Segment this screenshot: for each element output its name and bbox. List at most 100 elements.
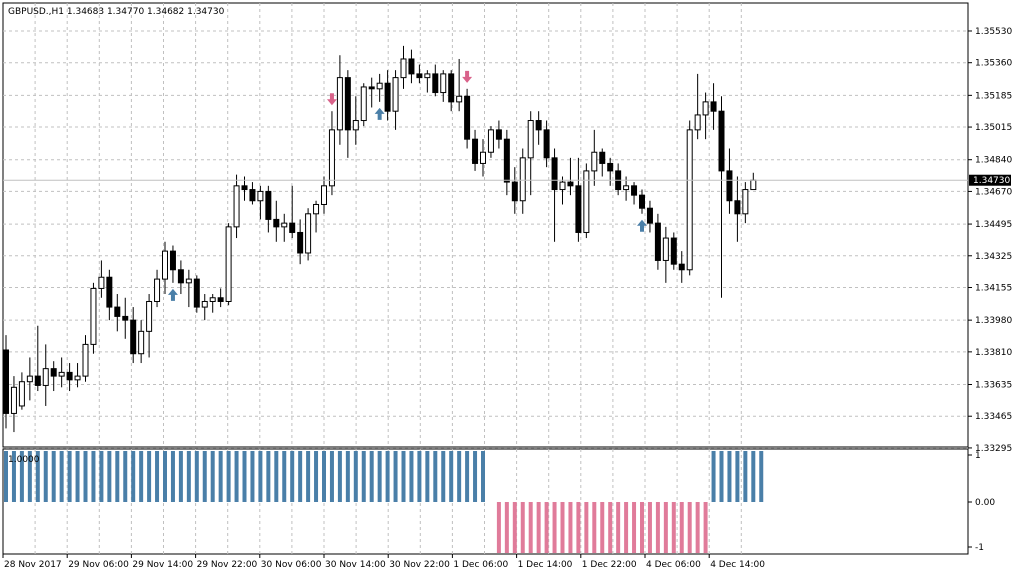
candle-body xyxy=(249,189,256,202)
time-tick-label: 1 Dec 22:00 xyxy=(582,560,637,570)
price-tick-label: 1.33295 xyxy=(975,444,1012,454)
indicator-bar xyxy=(226,451,231,502)
candle xyxy=(487,126,494,158)
indicator-bar xyxy=(67,451,72,502)
indicator-bar xyxy=(751,451,756,502)
candle-body xyxy=(432,73,439,94)
candle xyxy=(511,167,518,214)
candle-body xyxy=(114,306,121,317)
indicator-bar xyxy=(369,451,374,502)
candle xyxy=(50,361,57,392)
candle xyxy=(297,219,304,265)
candle xyxy=(169,245,176,283)
candle-body xyxy=(559,181,566,191)
candle xyxy=(193,275,200,313)
indicator-bar xyxy=(449,451,454,502)
indicator-bar xyxy=(385,451,390,502)
candle-body xyxy=(138,330,145,355)
candle-body xyxy=(74,375,81,381)
candle xyxy=(686,120,693,276)
candle-body xyxy=(718,110,725,172)
candle xyxy=(352,96,359,145)
candle-body xyxy=(384,82,391,112)
indicator-bar xyxy=(19,451,24,502)
price-panel xyxy=(2,2,969,448)
candle-body xyxy=(241,185,248,191)
candle-body xyxy=(495,129,502,140)
candle xyxy=(551,148,558,242)
candle xyxy=(448,70,455,112)
indicator-bar xyxy=(147,451,152,502)
indicator-bar xyxy=(35,451,40,502)
indicator-bar xyxy=(155,451,160,502)
indicator-bar xyxy=(647,502,652,553)
indicator-bar xyxy=(250,451,255,502)
indicator-bar xyxy=(663,502,668,553)
candle xyxy=(376,73,383,102)
candle xyxy=(591,129,598,186)
candle xyxy=(114,294,121,332)
candle xyxy=(201,294,208,321)
price-tick-label: 1.35185 xyxy=(975,91,1012,101)
indicator-bar xyxy=(99,451,104,502)
candle xyxy=(480,139,486,177)
indicator-bar xyxy=(417,451,422,502)
candle-body xyxy=(646,207,653,224)
candle-body xyxy=(710,101,717,112)
candle xyxy=(368,77,375,108)
indicator-bar xyxy=(592,502,597,553)
candle-body xyxy=(82,343,89,377)
candle-body xyxy=(209,297,216,302)
candle xyxy=(26,357,33,401)
time-tick-label: 30 Nov 14:00 xyxy=(325,560,386,570)
indicator-bar xyxy=(170,451,175,502)
candle-body xyxy=(50,368,57,377)
symbol-line: GBPUSD.,H1 1.34683 1.34770 1.34682 1.347… xyxy=(8,7,225,17)
signal-down-arrow xyxy=(326,93,337,106)
price-tick-label: 1.33465 xyxy=(975,412,1012,422)
indicator-bar xyxy=(473,451,478,502)
candle xyxy=(305,208,312,261)
candle-body xyxy=(440,73,447,94)
candle xyxy=(321,176,327,214)
time-tick-label: 1 Dec 14:00 xyxy=(518,560,573,570)
indicator-bar xyxy=(186,451,191,502)
indicator-bar xyxy=(568,502,573,553)
candle-body xyxy=(98,276,105,289)
indicator-bar xyxy=(139,451,144,502)
candle xyxy=(10,376,17,433)
indicator-bar xyxy=(481,451,485,502)
candle-body xyxy=(535,120,542,131)
indicator-bar xyxy=(711,451,716,502)
candle xyxy=(400,45,407,89)
indicator-bar xyxy=(743,451,748,502)
indicator-bar xyxy=(377,451,382,502)
indicator-bar xyxy=(584,502,589,553)
indicator-bar xyxy=(640,502,644,553)
candle xyxy=(249,182,256,205)
candle-body xyxy=(416,73,423,79)
candle-body xyxy=(162,250,168,280)
candle xyxy=(185,269,192,308)
current-price-label: 1.34730 xyxy=(973,176,1010,186)
candle xyxy=(416,64,423,84)
candle-body xyxy=(233,185,240,228)
indicator-bar xyxy=(600,502,605,553)
candle-body xyxy=(177,269,184,284)
candle xyxy=(567,157,574,196)
signal-down-arrow xyxy=(462,70,473,83)
indicator-bar xyxy=(393,451,398,502)
candle xyxy=(440,70,447,102)
current-price-box xyxy=(969,174,1011,186)
indicator-bar xyxy=(560,502,565,553)
candle-body xyxy=(58,371,65,377)
candle-body xyxy=(257,190,264,202)
candle xyxy=(34,325,41,392)
candle xyxy=(575,157,582,242)
indicator-bar xyxy=(679,502,684,553)
indicator-bar xyxy=(163,451,167,502)
candle-body xyxy=(392,77,399,112)
indicator-bar xyxy=(504,502,509,553)
candle-body xyxy=(408,58,415,75)
indicator-bar xyxy=(329,451,334,502)
